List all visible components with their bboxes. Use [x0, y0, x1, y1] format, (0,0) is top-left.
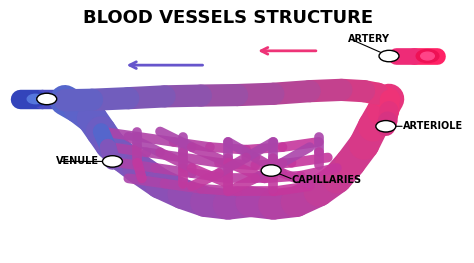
Circle shape — [261, 165, 281, 176]
Text: ARTERIOLE: ARTERIOLE — [402, 121, 463, 131]
Circle shape — [421, 52, 434, 60]
Text: BLOOD VESSELS STRUCTURE: BLOOD VESSELS STRUCTURE — [83, 9, 373, 27]
Text: ARTERY: ARTERY — [348, 34, 390, 44]
Text: VENULE: VENULE — [56, 156, 99, 166]
Circle shape — [23, 92, 48, 106]
Circle shape — [27, 94, 44, 104]
Circle shape — [416, 49, 439, 63]
Circle shape — [376, 120, 396, 132]
Text: CAPILLARIES: CAPILLARIES — [292, 175, 362, 185]
Circle shape — [37, 93, 57, 105]
Text: VEIN: VEIN — [27, 94, 52, 104]
Circle shape — [102, 156, 122, 167]
Circle shape — [379, 50, 399, 62]
